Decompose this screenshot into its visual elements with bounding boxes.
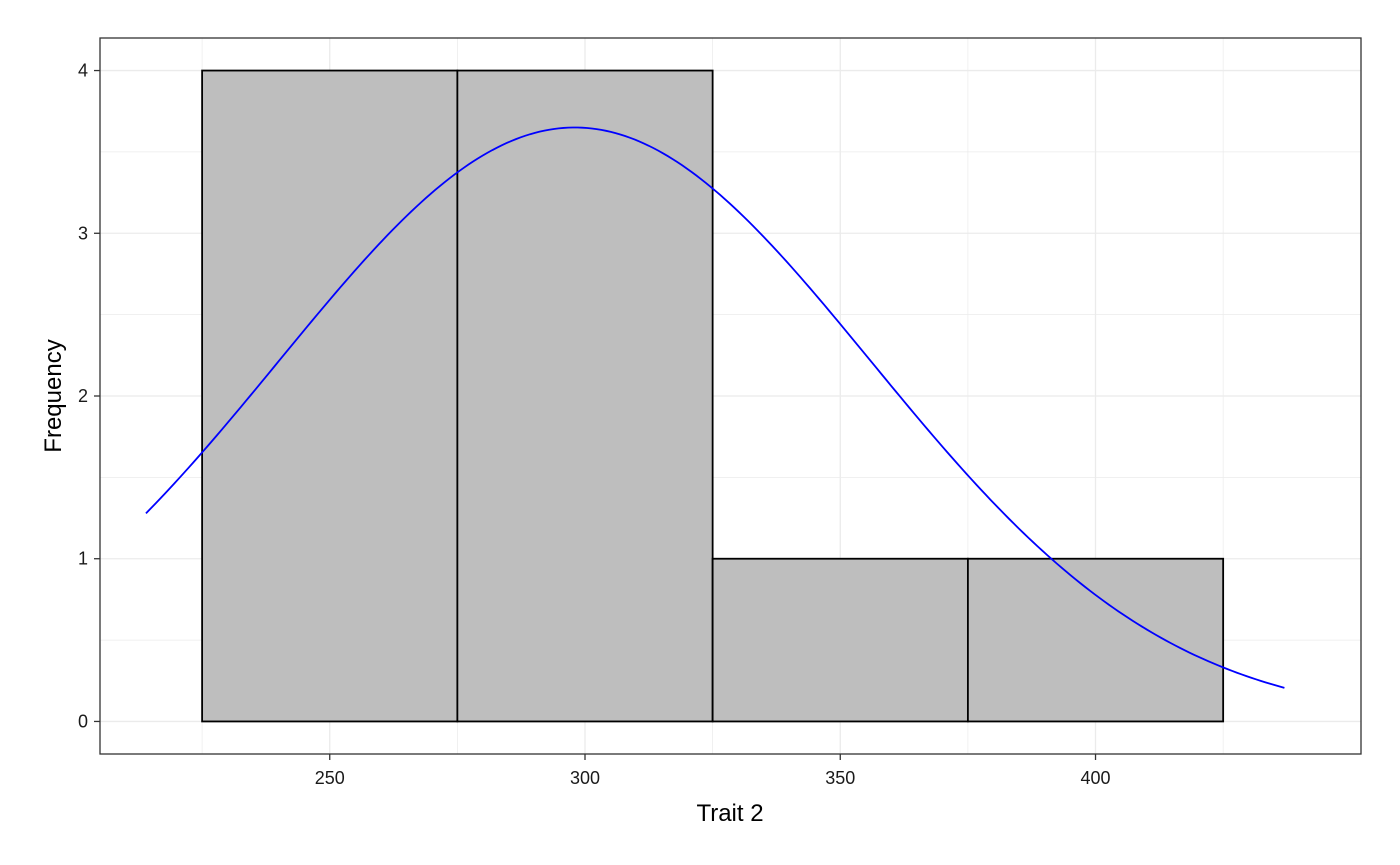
histogram-bar bbox=[711, 557, 969, 723]
histogram-bar bbox=[966, 557, 1225, 723]
histogram-bars bbox=[201, 69, 1225, 723]
y-tick-label: 4 bbox=[78, 61, 88, 81]
histogram-bar bbox=[456, 69, 714, 723]
x-tick-label: 300 bbox=[570, 768, 600, 788]
x-tick-label: 350 bbox=[825, 768, 855, 788]
density-curve bbox=[145, 126, 1285, 689]
y-tick-label: 0 bbox=[78, 711, 88, 731]
y-tick-label: 2 bbox=[78, 386, 88, 406]
x-tick-label: 250 bbox=[315, 768, 345, 788]
axis-ticks: 0 1 2 3 4 250 300 350 400 bbox=[78, 61, 1111, 788]
y-tick-label: 1 bbox=[78, 549, 88, 569]
x-axis-title: Trait 2 bbox=[696, 800, 763, 827]
y-axis-title: Frequency bbox=[40, 339, 67, 452]
x-tick-label: 400 bbox=[1081, 768, 1111, 788]
y-tick-label: 3 bbox=[78, 223, 88, 243]
histogram-bar bbox=[201, 69, 459, 723]
